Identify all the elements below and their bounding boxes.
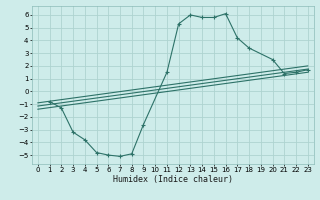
X-axis label: Humidex (Indice chaleur): Humidex (Indice chaleur) <box>113 175 233 184</box>
